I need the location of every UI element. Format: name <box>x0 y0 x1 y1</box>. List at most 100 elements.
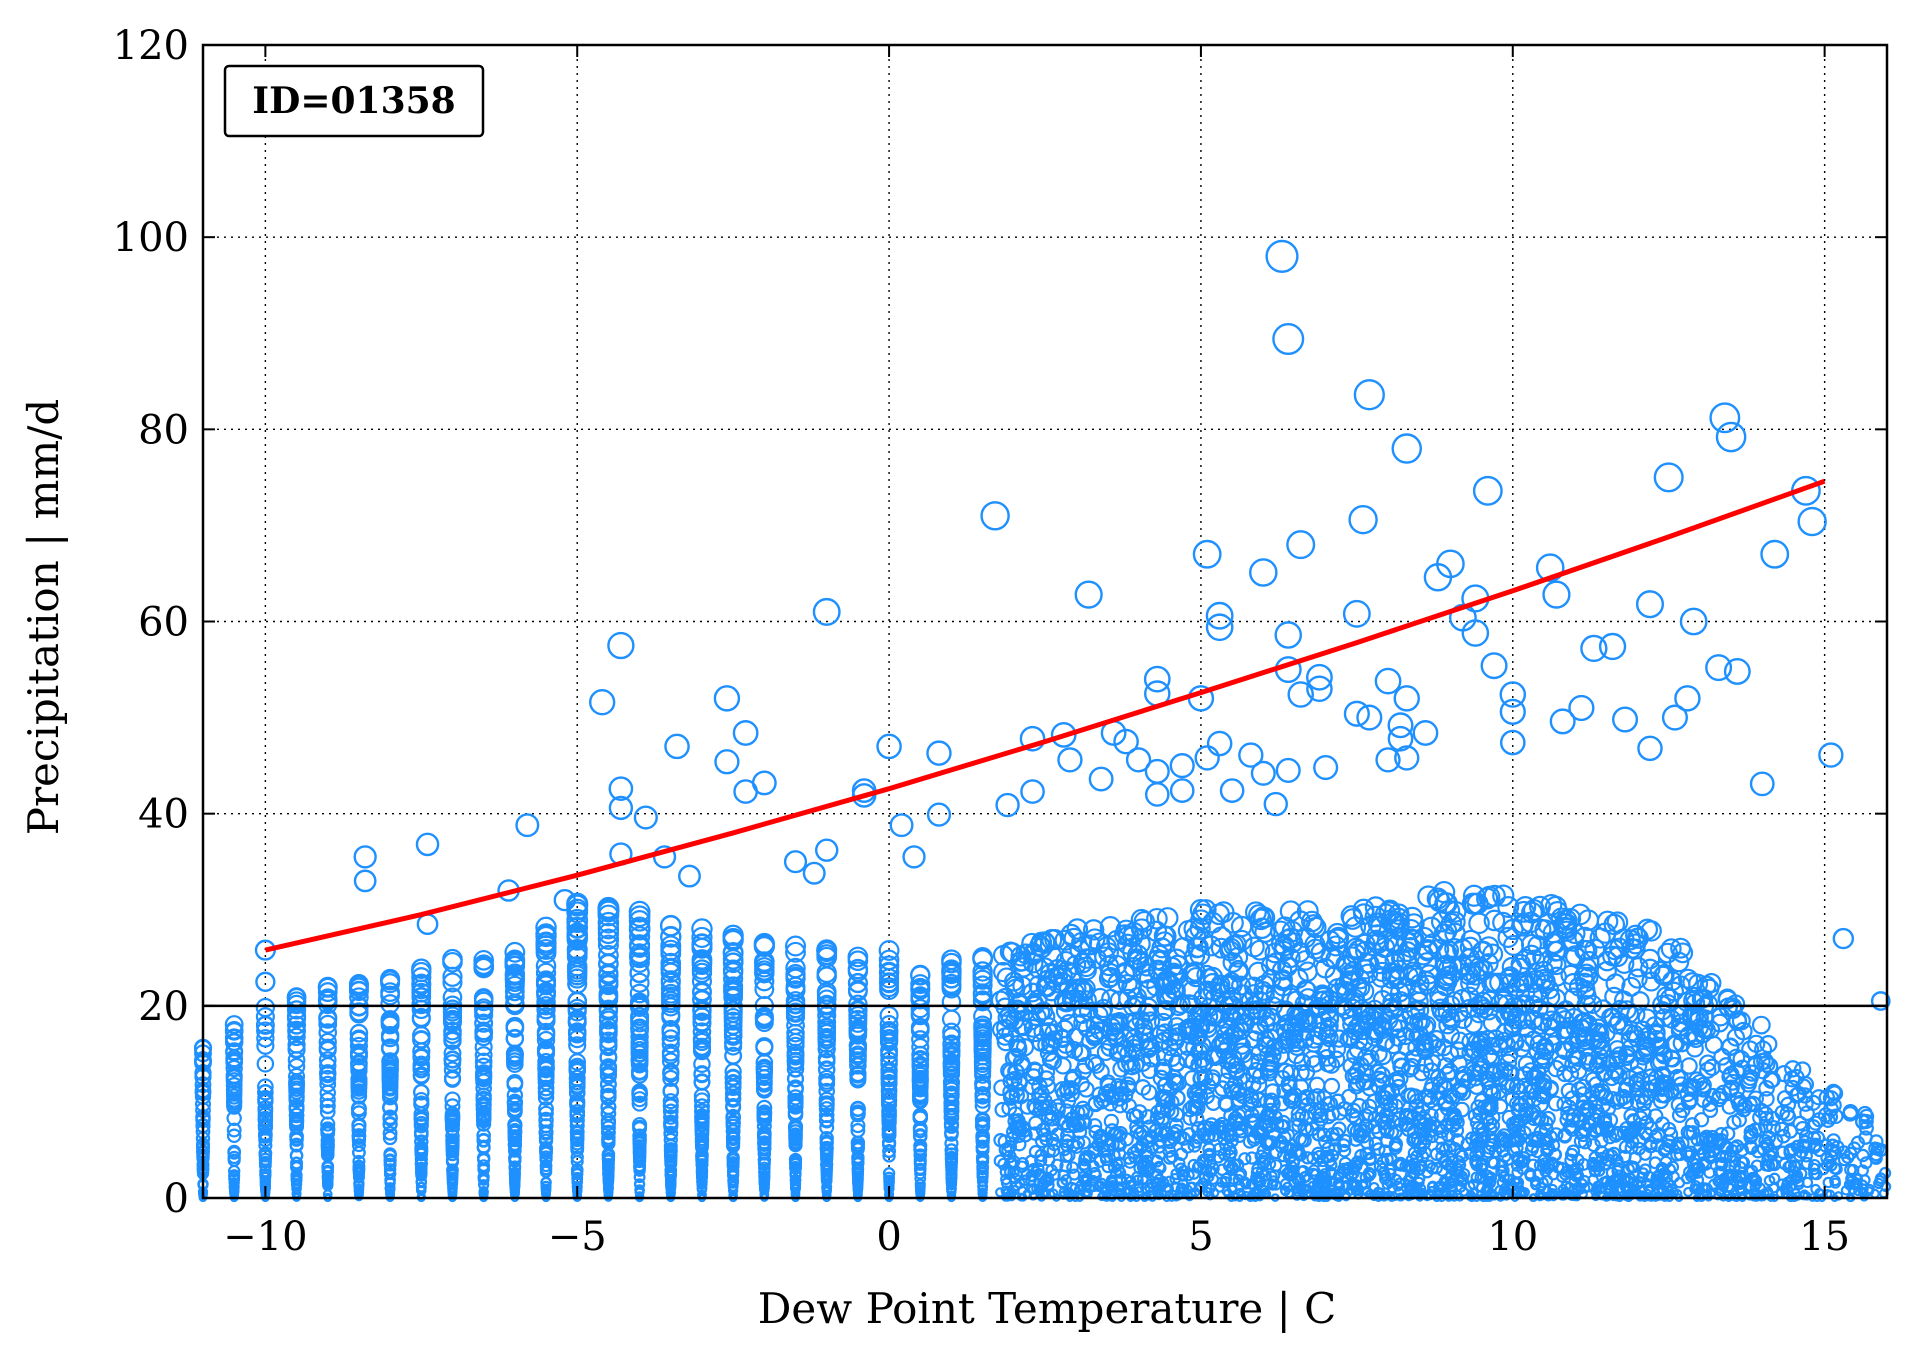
data-point <box>1106 1177 1119 1189</box>
data-point <box>1272 969 1293 990</box>
data-point <box>1288 968 1309 989</box>
data-point <box>507 1130 523 1145</box>
data-point <box>1603 1069 1621 1087</box>
data-point <box>1121 1098 1137 1114</box>
data-point <box>1006 1187 1017 1198</box>
data-point <box>1538 1115 1554 1131</box>
data-point <box>1165 1073 1183 1090</box>
data-point <box>1521 901 1543 924</box>
data-point <box>1151 1168 1164 1181</box>
data-point <box>630 1009 650 1029</box>
data-point <box>1118 988 1138 1009</box>
data-point <box>660 970 681 991</box>
data-point <box>817 1052 836 1071</box>
data-point <box>910 1021 930 1040</box>
data-point <box>945 1171 958 1184</box>
data-point <box>816 941 838 963</box>
data-point <box>660 983 681 1004</box>
data-point <box>942 1065 961 1083</box>
data-point <box>601 1152 616 1166</box>
data-point <box>1190 1121 1206 1137</box>
data-point <box>1154 1001 1174 1021</box>
data-point <box>287 1051 306 1069</box>
data-point <box>1252 906 1275 929</box>
data-point <box>1044 1118 1060 1134</box>
data-point <box>289 1138 304 1153</box>
data-point <box>569 1129 585 1144</box>
data-point <box>662 1093 679 1110</box>
data-point <box>785 957 806 979</box>
data-point <box>663 1125 679 1141</box>
data-point <box>1245 1151 1259 1165</box>
data-point <box>1082 919 1105 941</box>
data-point <box>474 1037 493 1057</box>
data-point <box>1126 1056 1145 1074</box>
data-point <box>724 1068 742 1086</box>
data-point <box>693 1066 711 1084</box>
data-point <box>630 1062 649 1080</box>
data-point <box>692 981 712 1002</box>
data-point <box>598 953 619 974</box>
data-point <box>881 1096 898 1113</box>
data-point <box>755 1068 773 1087</box>
data-point <box>945 1163 958 1177</box>
data-point <box>224 1021 244 1040</box>
data-point <box>1512 1153 1526 1167</box>
data-point <box>632 1116 648 1133</box>
data-point <box>289 1148 304 1163</box>
data-point <box>601 1136 616 1151</box>
data-point <box>1140 1183 1151 1194</box>
data-point <box>1103 1113 1119 1129</box>
data-point <box>1586 1138 1601 1153</box>
data-point <box>598 1010 618 1030</box>
data-point <box>724 1047 743 1065</box>
data-point <box>1648 1129 1663 1145</box>
data-point <box>1613 928 1635 950</box>
data-point <box>508 1153 522 1167</box>
data-point <box>910 965 931 986</box>
data-point <box>726 1139 741 1154</box>
data-point <box>381 1052 399 1070</box>
data-point <box>1494 1185 1505 1196</box>
data-point <box>319 1075 337 1093</box>
data-point <box>1490 1082 1508 1100</box>
data-point <box>570 1150 584 1164</box>
data-point <box>1194 1182 1206 1194</box>
data-point <box>787 1098 804 1115</box>
data-point <box>993 1079 1010 1097</box>
data-point <box>995 1027 1015 1046</box>
data-point <box>1637 1167 1650 1180</box>
data-point <box>443 1061 462 1079</box>
data-point <box>1598 1191 1608 1201</box>
data-point <box>1466 1063 1484 1081</box>
data-point <box>382 1116 398 1132</box>
data-point <box>1339 964 1360 985</box>
data-point <box>567 1025 587 1044</box>
data-point <box>1626 1113 1642 1130</box>
data-point <box>1559 907 1582 930</box>
data-point <box>504 941 526 963</box>
data-point <box>1347 1067 1365 1085</box>
data-point <box>787 1081 804 1098</box>
data-point <box>1479 1073 1497 1091</box>
data-point <box>1227 1173 1240 1186</box>
data-point <box>1033 1095 1050 1112</box>
data-point <box>1004 971 1025 992</box>
data-point <box>320 1123 336 1139</box>
data-point <box>1627 968 1648 989</box>
data-point <box>1221 1185 1232 1197</box>
data-point <box>601 1124 616 1140</box>
data-point <box>600 1076 617 1094</box>
data-point <box>1412 1064 1431 1082</box>
data-point <box>1292 1064 1310 1082</box>
data-point <box>1429 1084 1447 1101</box>
data-point <box>914 1172 927 1185</box>
data-point <box>663 1117 679 1133</box>
data-point <box>597 900 620 923</box>
data-point <box>538 1101 554 1117</box>
data-point <box>444 1091 461 1108</box>
data-point <box>474 998 494 1018</box>
data-point <box>351 1128 367 1143</box>
data-point <box>914 1178 926 1190</box>
data-point <box>942 1022 961 1042</box>
